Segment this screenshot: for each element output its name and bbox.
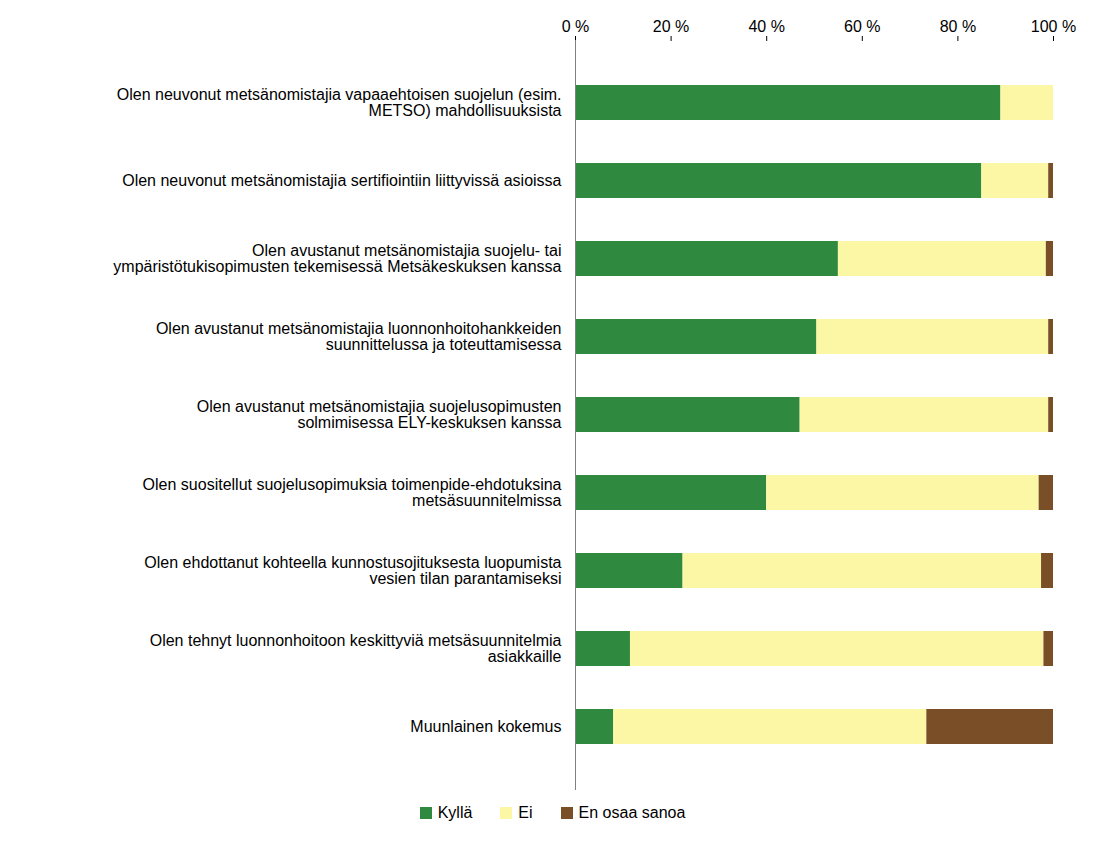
svg-text:80 %: 80 % — [940, 18, 976, 35]
svg-text:Olen avustanut metsänomistajia: Olen avustanut metsänomistajia suojelu- … — [113, 242, 561, 275]
svg-text:Olen neuvonut metsänomistajia: Olen neuvonut metsänomistajia sertifioin… — [122, 172, 561, 189]
svg-text:Olen neuvonut metsänomistajia: Olen neuvonut metsänomistajia vapaaehtoi… — [117, 86, 562, 119]
svg-text:60 %: 60 % — [844, 18, 880, 35]
svg-text:Olen tehnyt luonnonhoitoon kes: Olen tehnyt luonnonhoitoon keskittyviä m… — [150, 632, 562, 665]
svg-text:Olen ehdottanut kohteella kunn: Olen ehdottanut kohteella kunnostusojitu… — [144, 554, 561, 587]
svg-text:Muunlainen kokemus: Muunlainen kokemus — [410, 718, 561, 735]
svg-text:40 %: 40 % — [748, 18, 784, 35]
svg-text:Olen avustanut metsänomistajia: Olen avustanut metsänomistajia luonnonho… — [156, 320, 562, 353]
html-text:Ei: Ei — [518, 804, 533, 821]
svg-text:0 %: 0 % — [562, 18, 590, 35]
svg-text:Olen suositellut suojelusopimu: Olen suositellut suojelusopimuksia toime… — [143, 476, 562, 509]
html-text:Kyllä: Kyllä — [437, 804, 473, 821]
svg-text:100 %: 100 % — [1031, 18, 1076, 35]
svg-text:20 %: 20 % — [653, 18, 689, 35]
html-text:En osaa sanoa: En osaa sanoa — [578, 804, 686, 821]
svg-text:Olen avustanut metsänomistajia: Olen avustanut metsänomistajia suojeluso… — [197, 398, 562, 431]
